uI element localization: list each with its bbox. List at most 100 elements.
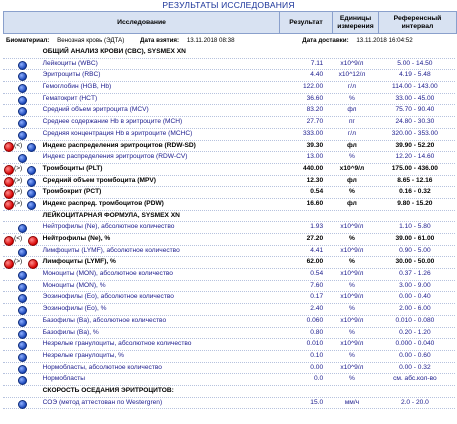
unit-value [329,47,375,58]
reference-range [375,386,455,397]
result-value: 36.60 [306,94,324,102]
info-dot-icon[interactable] [27,200,36,210]
test-name: СОЭ (метод аттестован по Westergren) [42,398,163,406]
result-value: 7.60 [310,281,324,289]
row-icon-cell [3,363,39,374]
column-header-ref: Референсный интервал [379,12,456,33]
result-value [277,211,330,222]
info-dot-icon[interactable] [18,84,27,94]
info-dot-icon[interactable] [18,154,27,164]
row-icon-cell: (>) [3,187,39,199]
unit-value: x10^9/л [340,340,364,348]
row-icon-cell: (>) [3,199,39,211]
alert-dot-icon[interactable] [4,177,14,188]
results-table: ОБЩИЙ АНАЛИЗ КРОВИ (CBC), SYSMEX XN Лейко… [3,47,455,410]
info-dot-icon[interactable] [18,271,27,281]
row-icon-cell [3,351,39,362]
row-icon-cell [3,339,39,351]
info-dot-icon[interactable] [18,72,27,82]
unit-value: пг [348,118,355,126]
unit-value [329,386,375,397]
unit-value: % [349,351,355,359]
unit-value: x10^12/л [338,71,366,79]
info-dot-icon[interactable] [27,177,36,187]
alert-dot-icon[interactable] [4,188,14,199]
unit-value: x10^9/л [340,246,364,254]
result-value: 1.93 [310,223,324,231]
info-dot-icon[interactable] [18,399,27,409]
unit-value: мм/ч [344,398,360,406]
unit-value: % [349,375,355,383]
result-row: Средняя концентрация Hb в эритроците (MC… [3,129,455,141]
result-value: 333.00 [302,129,324,137]
info-dot-icon[interactable] [27,165,36,175]
row-icon-cell [3,211,39,222]
result-value: 0.54 [310,270,324,278]
alert-dot-icon[interactable] [28,258,38,269]
row-icon-cell: (>) [3,257,39,269]
alert-dot-icon[interactable] [4,258,14,269]
unit-value: фл [347,199,357,207]
test-name: Лейкоциты (WBC) [42,59,98,67]
test-name: Нейтрофилы (Ne), абсолютное количество [42,223,175,231]
test-name: Эритроциты (RBC) [42,71,101,79]
info-dot-icon[interactable] [18,247,27,257]
info-dot-icon[interactable] [18,224,27,234]
test-name: Нейтрофилы (Ne), % [42,235,111,242]
result-value: 4.40 [310,71,324,79]
out-of-range-flag: (<) [14,141,23,149]
reference-range: 0.00 - 0.40 [399,293,431,301]
out-of-range-flag: (>) [14,258,23,266]
reference-range: 0.16 - 0.32 [399,188,431,196]
info-dot-icon[interactable] [18,317,27,327]
result-row: Лейкоциты (WBC) 7.11 x10^9/л 5.00 - 14.50 [3,59,455,71]
result-value: 0.10 [310,351,324,359]
unit-value: % [349,94,355,102]
info-dot-icon[interactable] [18,352,27,362]
info-dot-icon[interactable] [18,376,27,386]
result-row: Базофилы (Ba), абсолютное количество 0.06… [3,316,455,328]
reference-range: 320.00 - 353.00 [391,129,438,137]
alert-dot-icon[interactable] [4,200,14,211]
biomaterial-value: Венозная кровь (ЭДТА) [57,37,125,44]
row-icon-cell [3,222,39,234]
reference-range: 4.19 - 5.48 [399,71,431,79]
result-value: 7.11 [310,59,324,67]
reference-range: 33.00 - 45.00 [395,94,435,102]
result-row: Нейтрофилы (Ne), абсолютное количество 1.… [3,222,455,234]
row-icon-cell [3,398,39,409]
info-dot-icon[interactable] [18,107,27,117]
info-dot-icon[interactable] [18,364,27,374]
result-value: 4.41 [310,246,324,254]
info-dot-icon[interactable] [18,329,27,339]
reference-range: 5.00 - 14.50 [397,59,433,67]
result-row: Моноциты (MON), % 7.60% 3.00 - 9.00 [3,281,455,293]
row-icon-cell [3,386,39,397]
reference-range: 0.20 - 1.20 [399,328,431,336]
info-dot-icon[interactable] [27,142,36,152]
section-header-row: СКОРОСТЬ ОСЕДАНИЯ ЭРИТРОЦИТОВ: [3,386,455,398]
date-delivered-value: 13.11.2018 16:04:52 [356,37,413,44]
alert-dot-icon[interactable] [4,165,14,176]
info-dot-icon[interactable] [18,294,27,304]
unit-value: x10^9/л [340,316,364,324]
info-dot-icon[interactable] [18,119,27,129]
result-row: Эритроциты (RBC) 4.40 x10^12/л 4.19 - 5.48 [3,70,455,83]
row-icon-cell [3,117,39,129]
info-dot-icon[interactable] [18,282,27,292]
test-name: Индекс распределения эритроцитов (RDW-SD… [42,141,196,149]
info-dot-icon[interactable] [18,130,27,140]
reference-range: 39.90 - 52.20 [395,141,435,149]
alert-dot-icon[interactable] [28,235,38,246]
info-dot-icon[interactable] [18,341,27,351]
result-value: 62.00 [306,258,324,266]
info-dot-icon[interactable] [18,306,27,316]
info-dot-icon[interactable] [18,60,27,70]
info-dot-icon[interactable] [27,189,36,199]
page-title: РЕЗУЛЬТАТЫ ИССЛЕДОВАНИЯ [162,0,295,10]
info-dot-icon[interactable] [18,95,27,105]
alert-dot-icon[interactable] [4,142,14,152]
alert-dot-icon[interactable] [4,235,14,246]
out-of-range-flag: (<) [14,235,23,242]
test-name: ЛЕЙКОЦИТАРНАЯ ФОРМУЛА, SYSMEX XN [42,211,180,219]
